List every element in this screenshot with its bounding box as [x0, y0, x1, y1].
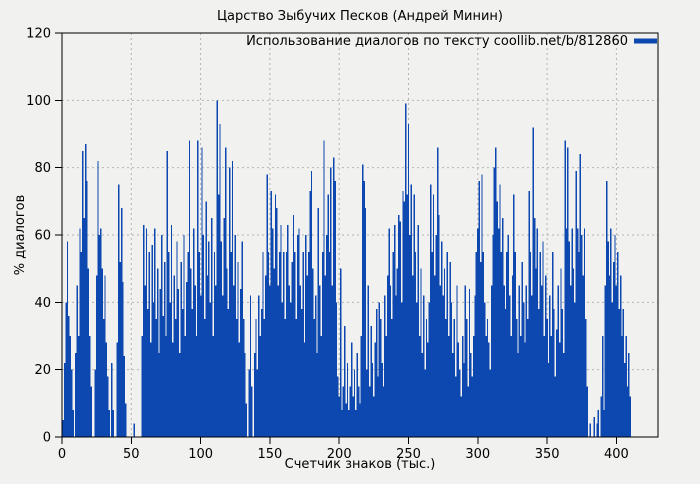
plot-frame: [61, 32, 659, 438]
x-tick-label-400: 400: [604, 447, 629, 462]
y-tick-label-60: 60: [34, 229, 51, 244]
y-tick-label-120: 120: [26, 27, 51, 42]
tick-labels-layer: 0 50 100 150 200 250 300 350 400 0 20 40 60 80 100 120: [26, 27, 629, 463]
y-tick-label-100: 100: [26, 94, 51, 109]
x-tick-label-0: 0: [58, 447, 66, 462]
chart-title: Царство Зыбучих Песков (Андрей Минин): [217, 9, 503, 24]
x-tick-label-100: 100: [188, 447, 213, 462]
x-tick-label-200: 200: [327, 447, 352, 462]
x-tick-label-150: 150: [257, 447, 282, 462]
y-tick-label-80: 80: [34, 161, 51, 176]
x-tick-label-300: 300: [465, 447, 490, 462]
axis-ticks-layer: [55, 32, 617, 444]
x-tick-label-350: 350: [535, 447, 560, 462]
y-tick-label-0: 0: [43, 431, 51, 446]
x-axis-label: Счетчик знаков (тыс.): [285, 457, 436, 472]
legend-label: Использование диалогов по тексту coollib…: [246, 34, 628, 49]
bars-layer: [62, 100, 631, 437]
y-tick-label-20: 20: [34, 363, 51, 378]
x-tick-label-50: 50: [123, 447, 140, 462]
y-axis-label: % диалогов: [13, 195, 28, 276]
y-tick-label-40: 40: [34, 296, 51, 311]
x-tick-label-250: 250: [396, 447, 421, 462]
